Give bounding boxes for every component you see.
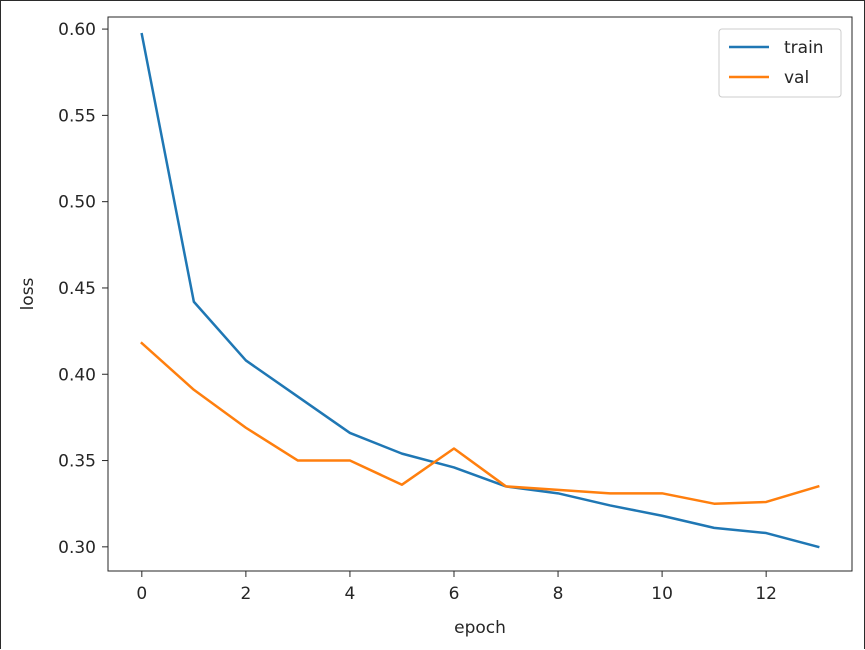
legend-label-val: val xyxy=(784,68,809,88)
y-tick-label: 0.50 xyxy=(58,193,96,213)
x-tick-label: 12 xyxy=(755,584,777,604)
legend-label-train: train xyxy=(784,38,824,58)
series-lines xyxy=(142,34,818,547)
x-tick-label: 10 xyxy=(651,584,673,604)
y-tick-label: 0.35 xyxy=(58,452,96,472)
y-axis-label: loss xyxy=(18,277,38,310)
y-tick-label: 0.60 xyxy=(58,20,96,40)
x-tick-label: 8 xyxy=(553,584,564,604)
x-tick-label: 0 xyxy=(136,584,147,604)
x-tick-label: 2 xyxy=(240,584,251,604)
series-line-train xyxy=(142,34,818,547)
axes-frame xyxy=(108,17,852,571)
legend: train val xyxy=(719,29,841,97)
series-line-val xyxy=(142,343,818,504)
x-axis-label: epoch xyxy=(454,618,506,638)
y-tick-label: 0.45 xyxy=(58,279,96,299)
x-tick-label: 4 xyxy=(345,584,356,604)
x-tick-label: 6 xyxy=(449,584,460,604)
y-tick-label: 0.55 xyxy=(58,106,96,126)
y-tick-label: 0.30 xyxy=(58,538,96,558)
y-tick-label: 0.40 xyxy=(58,365,96,385)
